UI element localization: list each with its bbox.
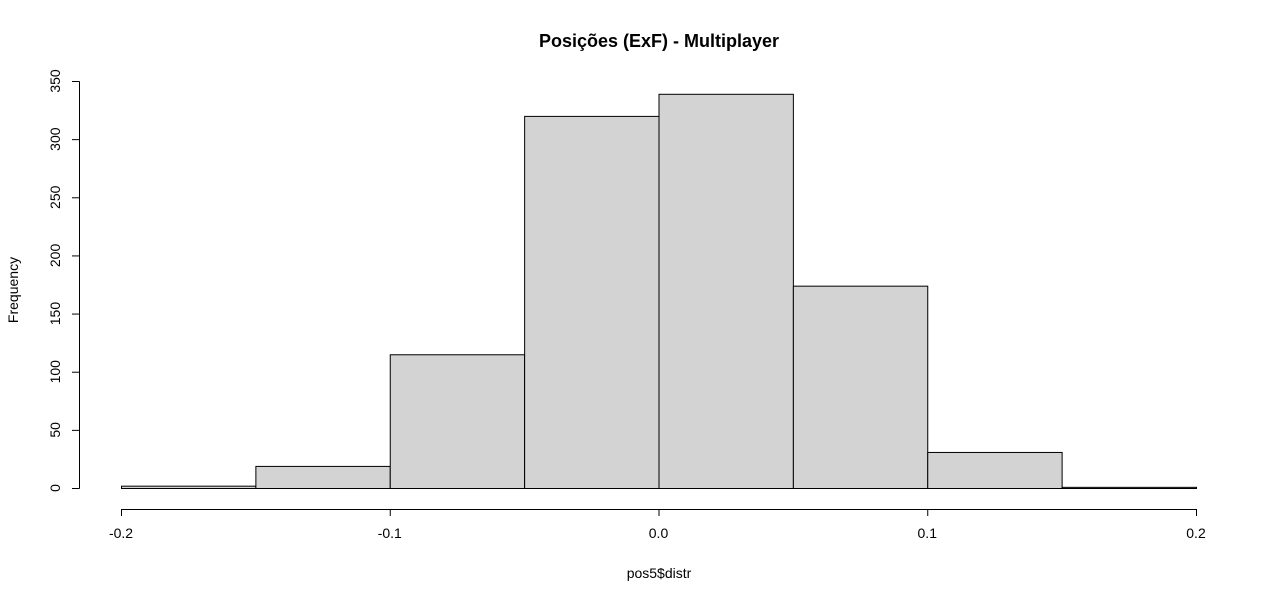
x-axis-label: pos5$distr bbox=[627, 565, 692, 581]
histogram-bar bbox=[255, 465, 391, 489]
x-tick-label: -0.2 bbox=[109, 525, 133, 541]
x-tick-label: -0.1 bbox=[378, 525, 402, 541]
histogram-bar bbox=[927, 451, 1063, 489]
histogram-bar bbox=[121, 485, 257, 489]
bars-group bbox=[121, 93, 1197, 490]
histogram-bar bbox=[524, 115, 660, 489]
x-tick-label: 0.0 bbox=[649, 525, 669, 541]
histogram-bar bbox=[1061, 486, 1197, 489]
y-tick-label: 200 bbox=[47, 244, 63, 268]
x-axis: -0.2 -0.1 0.0 0.1 0.2 bbox=[109, 509, 1206, 541]
chart-title: Posições (ExF) - Multiplayer bbox=[539, 31, 779, 51]
y-tick-label: 50 bbox=[47, 422, 63, 438]
y-tick-label: 150 bbox=[47, 302, 63, 326]
histogram-bar bbox=[389, 354, 526, 489]
x-tick-label: 0.1 bbox=[918, 525, 938, 541]
y-tick-label: 300 bbox=[47, 127, 63, 151]
histogram-bar bbox=[792, 285, 929, 490]
y-tick-label: 250 bbox=[47, 185, 63, 209]
histogram-bar bbox=[658, 93, 794, 489]
x-tick-label: 0.2 bbox=[1186, 525, 1206, 541]
y-tick-label: 0 bbox=[47, 484, 63, 492]
y-axis-label: Frequency bbox=[5, 257, 21, 323]
y-tick-label: 100 bbox=[47, 360, 63, 384]
y-tick-label: 350 bbox=[47, 69, 63, 93]
y-axis: 0 50 100 150 200 250 300 350 bbox=[47, 69, 80, 492]
